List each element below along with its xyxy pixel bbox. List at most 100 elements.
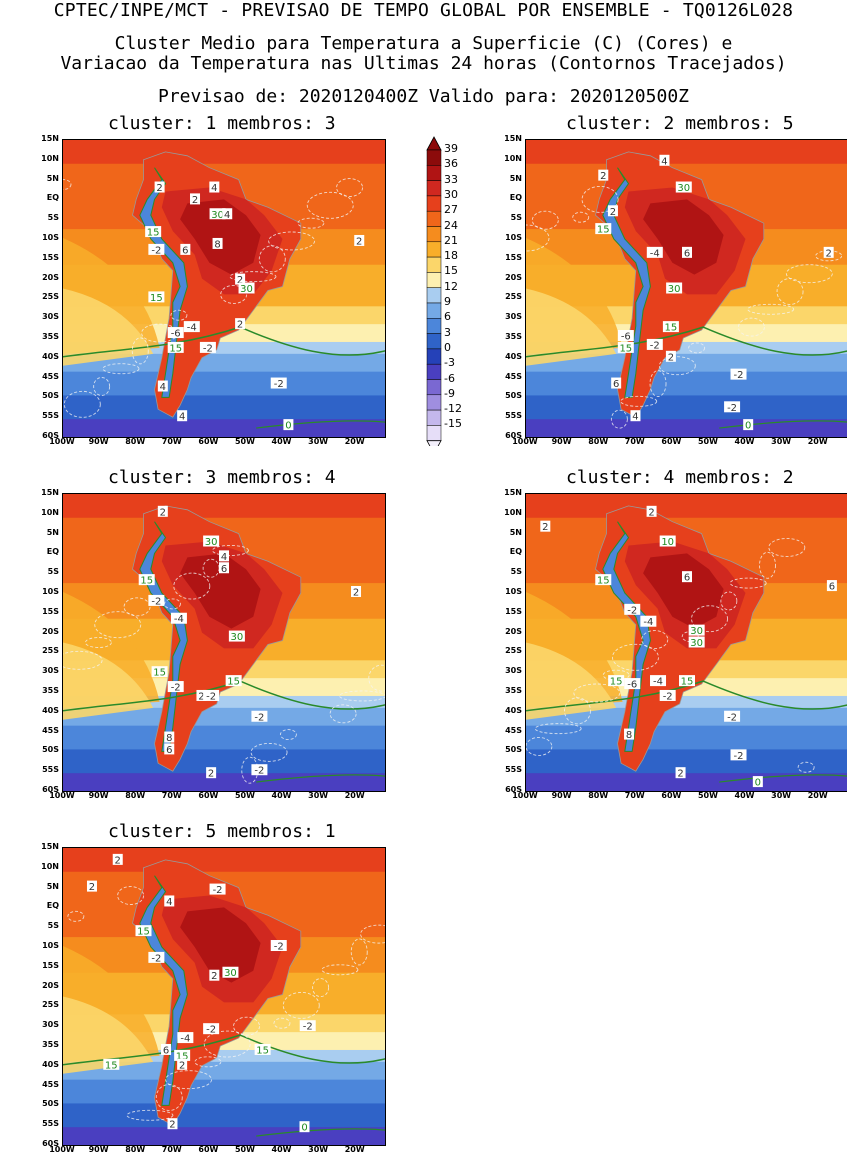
lon-tick-label: 30W xyxy=(308,1145,329,1154)
contour-label: 2 xyxy=(646,505,657,518)
colorbar-label: 18 xyxy=(444,249,458,263)
lat-tick-label: 5N xyxy=(509,173,522,183)
svg-text:-4: -4 xyxy=(180,1034,190,1045)
contour-label: 10 xyxy=(659,535,676,548)
lat-tick-label: 40S xyxy=(505,351,522,361)
contour-label: 15 xyxy=(662,321,679,334)
colorbar-swatch xyxy=(426,226,442,243)
svg-text:30: 30 xyxy=(224,968,237,979)
contour-label: 2 xyxy=(351,586,362,599)
lat-tick-label: 10S xyxy=(505,587,522,596)
contour-label: 15 xyxy=(174,1049,191,1062)
svg-text:6: 6 xyxy=(182,245,188,256)
contour-label: 15 xyxy=(135,925,152,938)
lon-tick-label: 70W xyxy=(161,1145,182,1154)
svg-text:8: 8 xyxy=(166,733,172,744)
colorbar-label: -3 xyxy=(444,356,455,370)
lat-tick-label: 60S xyxy=(505,785,522,794)
svg-text:4: 4 xyxy=(661,156,667,167)
svg-text:-4: -4 xyxy=(650,248,660,259)
contour-label: -4 xyxy=(640,615,657,628)
contour-label: -2 xyxy=(724,401,741,414)
colorbar-swatch xyxy=(426,425,442,441)
contour-label: 30 xyxy=(238,282,255,295)
svg-text:-4: -4 xyxy=(643,617,653,628)
svg-text:30: 30 xyxy=(690,638,703,649)
lat-tick-label: 30S xyxy=(42,1020,59,1030)
lat-tick-label: 20S xyxy=(505,626,522,636)
temperature-map-1: 2 4 2 30 4 15 -2 6 8 2 30 15 -6 -4 15 -2 2 -2 4 4 0 2 xyxy=(62,139,386,438)
contour-label: 2 xyxy=(598,169,609,182)
svg-text:-2: -2 xyxy=(627,605,637,616)
lon-tick-label: 80W xyxy=(125,1145,146,1154)
contour-label: 2 xyxy=(112,853,123,866)
temperature-map-2: 2 4 2 30 15 -4 6 30 15 -6 15 -2 2 -2 6 -2 4 0 2 xyxy=(525,139,847,438)
lat-tick-label: 15S xyxy=(42,606,59,616)
colorbar-label: 3 xyxy=(444,325,451,339)
lon-tick-label: 100W xyxy=(49,791,75,800)
svg-text:30: 30 xyxy=(668,284,681,295)
lon-tick-label: 20W xyxy=(344,791,365,800)
svg-text:2: 2 xyxy=(668,352,674,363)
lon-tick-label: 40W xyxy=(271,1145,292,1154)
lat-tick-label: 60S xyxy=(505,431,522,440)
svg-text:-6: -6 xyxy=(627,680,637,691)
temperature-map-5: 2 2 -2 4 15 -2 30 2 -2 15 -2 -4 15 15 -2 6 2 0 2 xyxy=(62,847,386,1146)
lat-tick-label: 15N xyxy=(41,488,59,497)
lat-tick-label: EQ xyxy=(509,193,522,203)
contour-label: -2 xyxy=(203,1023,220,1036)
lat-tick-label: 5N xyxy=(46,173,59,183)
colorbar-swatch xyxy=(426,363,442,380)
svg-text:15: 15 xyxy=(681,677,694,688)
svg-text:15: 15 xyxy=(256,1045,269,1056)
svg-text:-2: -2 xyxy=(650,340,660,351)
contour-label: 15 xyxy=(595,223,612,236)
panel-title-3: cluster: 3 membros: 4 xyxy=(108,467,336,488)
contour-label: 30 xyxy=(228,630,245,643)
contour-label: -2 xyxy=(270,377,287,390)
lat-tick-label: 40S xyxy=(42,1059,59,1069)
lon-tick-label: 60W xyxy=(198,1145,219,1154)
lat-tick-label: 50S xyxy=(42,745,59,755)
svg-text:-2: -2 xyxy=(213,885,223,896)
svg-text:-2: -2 xyxy=(274,942,284,953)
svg-text:-2: -2 xyxy=(254,766,264,777)
lon-tick-label: 90W xyxy=(88,1145,109,1154)
colorbar-swatch xyxy=(426,272,442,288)
colorbar-swatch xyxy=(426,195,442,212)
svg-text:30: 30 xyxy=(690,626,703,637)
lat-tick-label: 15N xyxy=(41,134,59,143)
svg-text:30: 30 xyxy=(231,632,244,643)
contour-label: 30 xyxy=(203,535,220,548)
contour-label: 2 xyxy=(540,520,551,533)
colorbar-swatch xyxy=(426,394,442,411)
svg-text:4: 4 xyxy=(179,412,185,423)
contour-label: 15 xyxy=(679,675,695,688)
svg-text:30: 30 xyxy=(240,284,253,295)
svg-text:-2: -2 xyxy=(151,245,161,256)
svg-text:2: 2 xyxy=(825,248,831,259)
lon-tick-label: 70W xyxy=(161,791,182,800)
lat-tick-label: 50S xyxy=(42,391,59,401)
svg-text:-2: -2 xyxy=(303,1022,313,1033)
svg-text:8: 8 xyxy=(626,730,632,741)
lat-tick-label: 20S xyxy=(42,980,59,990)
svg-text:2: 2 xyxy=(192,195,198,206)
lon-tick-label: 50W xyxy=(234,437,255,446)
svg-text:15: 15 xyxy=(105,1060,118,1071)
lon-tick-label: 80W xyxy=(125,437,146,446)
svg-text:2: 2 xyxy=(648,507,654,518)
lat-tick-label: 5S xyxy=(47,921,59,931)
svg-text:-2: -2 xyxy=(734,751,744,762)
colorbar-swatch xyxy=(426,241,442,258)
lat-tick-label: 25S xyxy=(42,1000,59,1010)
svg-text:15: 15 xyxy=(597,576,610,587)
contour-label: -2 xyxy=(724,710,741,723)
lon-tick-label: 20W xyxy=(344,1145,365,1154)
lat-tick-label: 40S xyxy=(42,705,59,715)
colorbar-swatch xyxy=(426,180,442,197)
temperature-map-3: 2 30 4 6 15 -2 -4 30 15 -2 15 2 -2 8 6 -2 2 -2 2 xyxy=(62,493,386,792)
svg-text:15: 15 xyxy=(153,668,166,679)
figure-subtitle-line-2: Variacao da Temperatura nas Ultimas 24 h… xyxy=(60,53,787,74)
